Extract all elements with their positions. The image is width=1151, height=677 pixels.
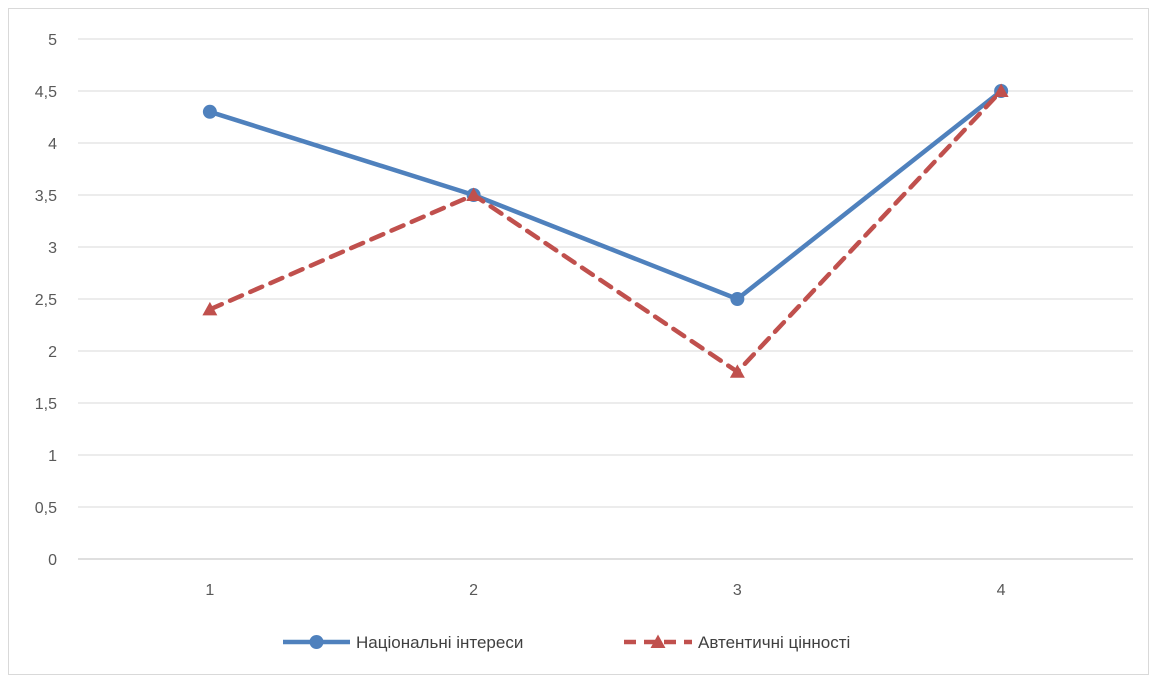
x-tick-label: 1	[205, 582, 214, 599]
series-line	[207, 88, 1004, 302]
data-point-circle	[730, 292, 745, 306]
y-tick-label: 2,5	[35, 292, 57, 309]
y-tick-label: 3,5	[35, 188, 57, 205]
legend-label: Автентичні цінності	[698, 633, 850, 652]
y-tick-label: 4,5	[35, 84, 57, 101]
x-tick-label: 3	[733, 582, 742, 599]
data-point-triangle	[202, 301, 218, 316]
data-point-triangle	[650, 634, 666, 648]
gridlines	[78, 38, 1133, 560]
series-line	[207, 88, 1004, 375]
x-tick-label: 2	[469, 582, 478, 599]
y-tick-label: 1	[48, 448, 57, 465]
series-lines	[202, 83, 1009, 378]
chart-frame	[8, 8, 1149, 675]
legend: Національні інтереси Автентичні цінності	[283, 633, 850, 652]
data-point-triangle	[729, 364, 745, 378]
legend-label: Національні інтереси	[356, 633, 523, 652]
data-point-triangle	[466, 187, 482, 201]
y-tick-label: 2	[48, 344, 57, 361]
x-axis-tick-labels: 1 2 3 4	[205, 582, 1005, 599]
data-point-triangle	[993, 83, 1009, 97]
y-tick-label: 4	[48, 136, 57, 153]
y-tick-label: 5	[48, 32, 57, 49]
y-axis-tick-labels: 0 0,5 1 1,5 2 2,5 3 3,5 4 4,5 5	[35, 32, 57, 569]
data-point-circle	[202, 104, 217, 119]
y-tick-label: 0	[48, 552, 57, 569]
y-tick-label: 1,5	[35, 396, 57, 413]
data-point-circle	[309, 635, 324, 649]
x-tick-label: 4	[997, 582, 1006, 599]
y-tick-label: 3	[48, 240, 57, 257]
y-tick-label: 0,5	[35, 500, 57, 517]
